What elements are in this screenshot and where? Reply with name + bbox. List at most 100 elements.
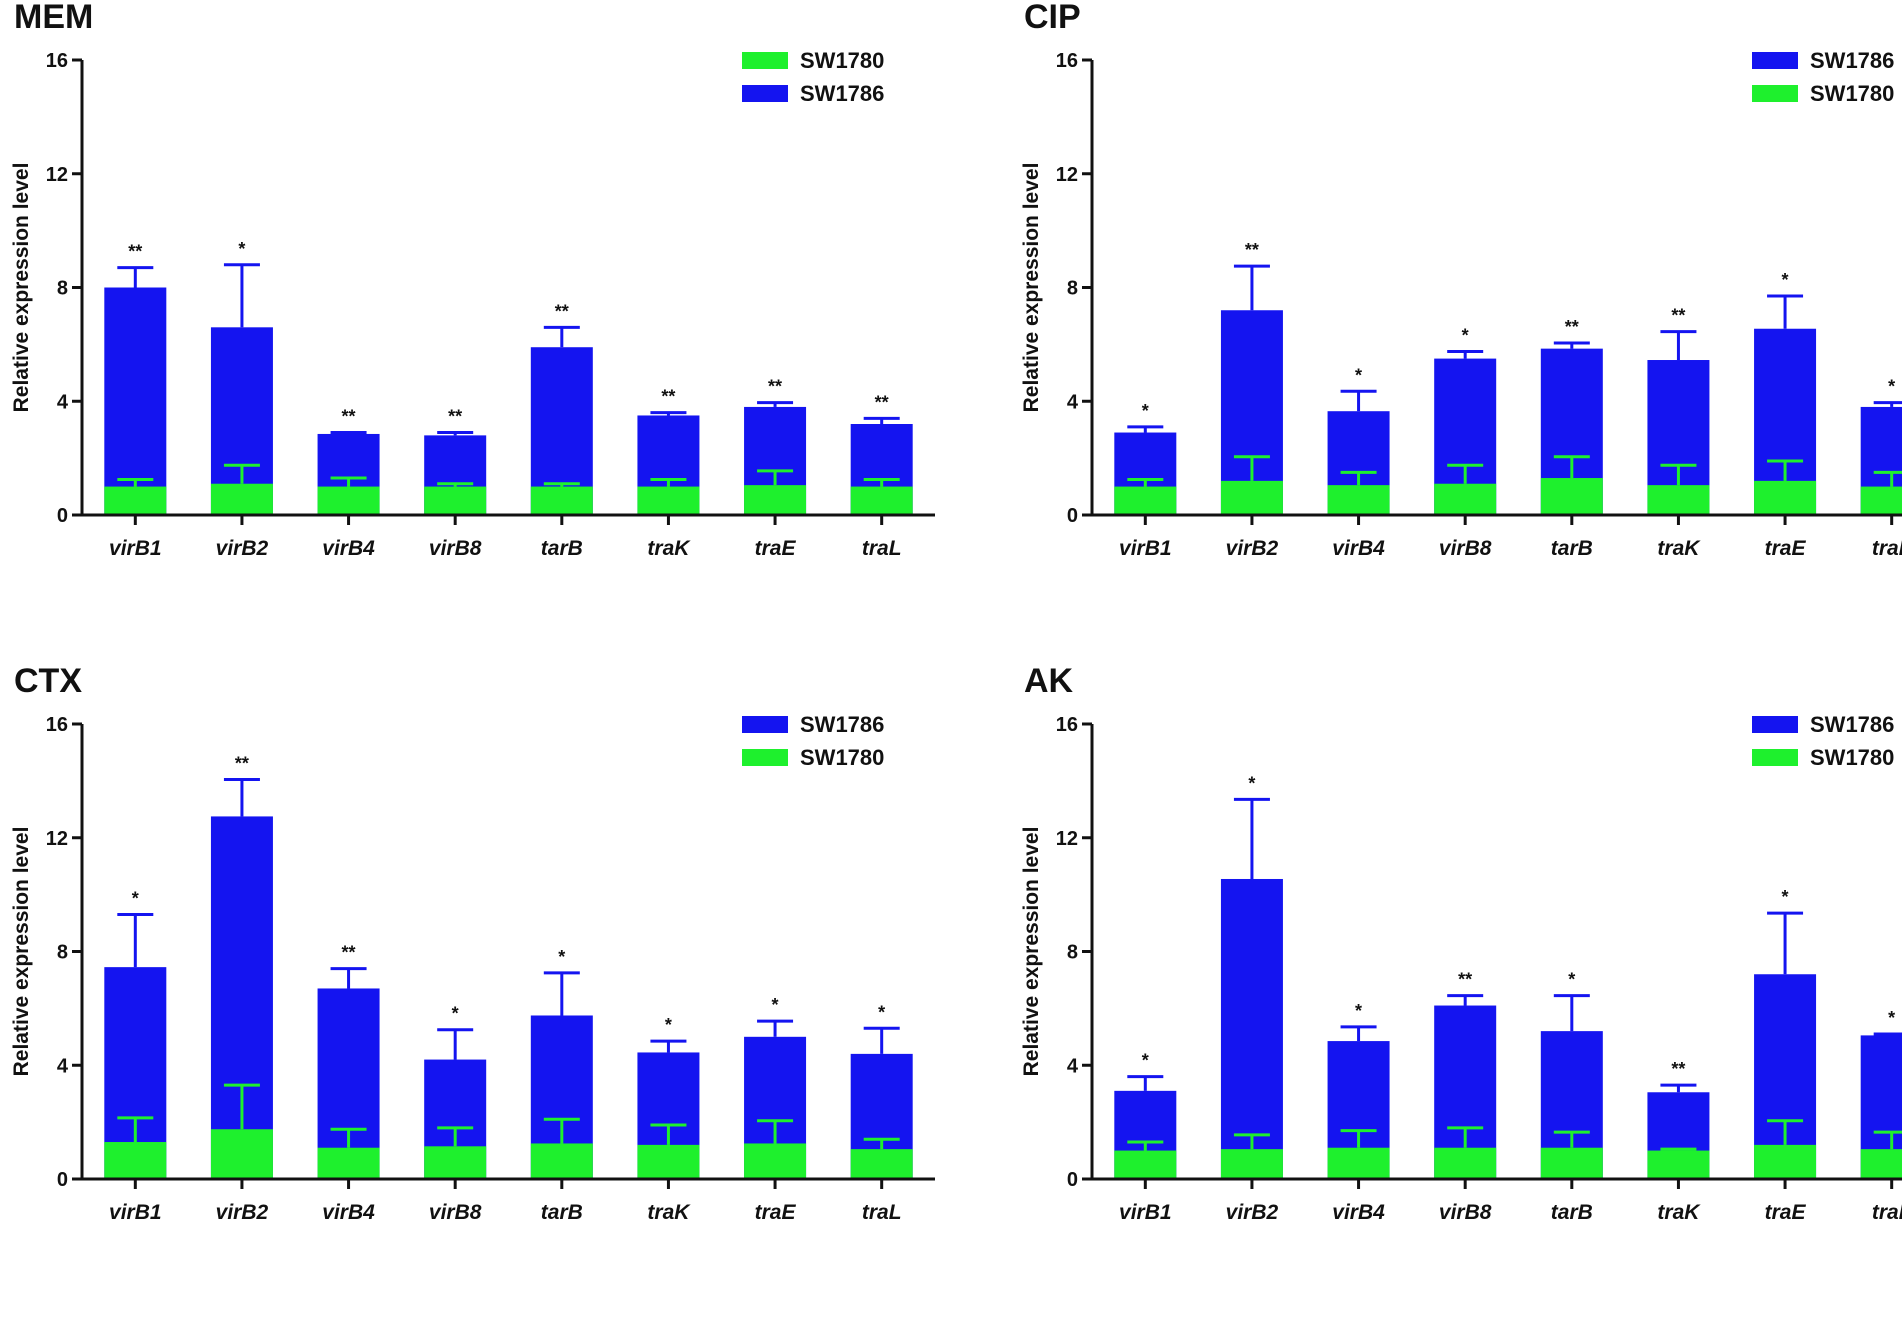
legend-swatch-sw1780 — [1752, 749, 1798, 766]
bar-sw1780-tarB — [1540, 478, 1603, 515]
y-tick-label: 0 — [1067, 505, 1078, 527]
x-tick-label: virB1 — [1119, 1201, 1172, 1224]
y-tick-label: 12 — [1056, 828, 1078, 850]
bar-sw1780-traK — [1647, 485, 1710, 515]
bar-sw1780-virB8 — [424, 1146, 487, 1179]
bar-sw1780-virB8 — [1434, 483, 1497, 515]
x-tick-label: traE — [755, 537, 797, 560]
y-tick-label: 8 — [57, 278, 68, 300]
x-tick-label: virB2 — [216, 1201, 269, 1224]
significance-marker: ** — [1565, 317, 1579, 337]
x-tick-label: traK — [1657, 1201, 1701, 1224]
significance-marker: * — [1355, 365, 1362, 385]
y-tick-label: 4 — [57, 1055, 69, 1077]
significance-marker: ** — [875, 392, 889, 412]
significance-marker: ** — [661, 387, 675, 407]
bar-sw1780-tarB — [1540, 1147, 1603, 1179]
significance-marker: ** — [1458, 970, 1472, 990]
x-tick-label: tarB — [541, 537, 583, 560]
chart-panel-ctx: CTX Relative expression level * ** ** * * * * * 0… — [0, 662, 951, 1328]
chart-svg: Relative expression level ** *** ****** ****… — [10, 48, 935, 560]
bar-sw1780-traE — [744, 1143, 807, 1179]
significance-marker: * — [238, 239, 245, 259]
x-tick-label: traK — [647, 1201, 691, 1224]
y-axis-label: Relative expression level — [1020, 163, 1043, 413]
y-tick-label: 12 — [46, 164, 68, 186]
legend-label: SW1786 — [1810, 48, 1894, 73]
x-tick-label: traL — [1872, 537, 1902, 560]
bar-sw1780-virB8 — [1434, 1147, 1497, 1179]
x-tick-label: traL — [862, 1201, 902, 1224]
x-tick-label: virB8 — [1439, 537, 1492, 560]
significance-marker: ** — [128, 242, 142, 262]
bar-sw1780-virB1 — [104, 486, 167, 515]
y-tick-label: 0 — [57, 505, 68, 527]
significance-marker: * — [1248, 773, 1255, 793]
legend-swatch-sw1786 — [1752, 52, 1798, 69]
x-tick-label: traE — [1765, 1201, 1807, 1224]
bar-sw1780-virB1 — [1114, 486, 1177, 515]
bar-sw1780-virB4 — [1327, 485, 1390, 515]
significance-marker: ** — [1245, 240, 1259, 260]
significance-marker: ** — [342, 943, 356, 963]
chart-svg: Relative expression level ***** ******0481… — [1020, 48, 1902, 560]
bar-sw1780-traK — [1647, 1150, 1710, 1179]
y-axis-label: Relative expression level — [10, 827, 33, 1077]
legend-label: SW1786 — [800, 712, 884, 737]
x-tick-label: virB4 — [322, 1201, 375, 1224]
legend-label: SW1786 — [800, 81, 884, 106]
chart-panel-cip: CIP Relative expression level * ** * * ** ** * *… — [1010, 0, 1902, 664]
x-tick-label: virB1 — [109, 1201, 162, 1224]
x-tick-label: tarB — [541, 1201, 583, 1224]
legend-swatch-sw1786 — [742, 85, 788, 102]
bar-sw1780-virB2 — [1220, 480, 1283, 515]
y-axis-label: Relative expression level — [1020, 827, 1043, 1077]
x-tick-label: virB8 — [429, 537, 482, 560]
y-tick-label: 8 — [57, 942, 68, 964]
bar-sw1780-virB2 — [1220, 1149, 1283, 1179]
bar-sw1780-tarB — [530, 486, 593, 515]
y-tick-label: 16 — [1056, 714, 1078, 736]
legend-label: SW1780 — [800, 48, 884, 73]
significance-marker: * — [1782, 887, 1789, 907]
x-tick-label: traE — [1765, 537, 1807, 560]
x-tick-label: virB8 — [429, 1201, 482, 1224]
significance-marker: * — [772, 995, 779, 1015]
bar-sw1780-virB2 — [210, 483, 273, 515]
significance-marker: * — [1782, 270, 1789, 290]
y-tick-label: 16 — [1056, 50, 1078, 72]
significance-marker: ** — [235, 753, 249, 773]
bar-sw1780-virB4 — [317, 1147, 380, 1179]
panel-title: CTX — [14, 662, 82, 700]
significance-marker: * — [878, 1002, 885, 1022]
y-tick-label: 12 — [1056, 164, 1078, 186]
significance-marker: ** — [1671, 306, 1685, 326]
chart-svg: Relative expression level**********04812… — [10, 712, 935, 1224]
bar-sw1780-traL — [1860, 1149, 1902, 1179]
x-tick-label: virB4 — [1332, 1201, 1385, 1224]
bar-sw1780-traK — [637, 1144, 700, 1179]
significance-marker: * — [1568, 970, 1575, 990]
bar-sw1786-virB1 — [104, 287, 167, 515]
y-tick-label: 8 — [1067, 278, 1078, 300]
bar-sw1780-traE — [1754, 1144, 1817, 1179]
significance-marker: ** — [768, 377, 782, 397]
x-tick-label: virB2 — [1226, 1201, 1279, 1224]
x-tick-label: traE — [755, 1201, 797, 1224]
legend-label: SW1780 — [1810, 81, 1894, 106]
y-tick-label: 0 — [1067, 1169, 1078, 1191]
significance-marker: ** — [448, 407, 462, 427]
x-tick-label: virB4 — [322, 537, 375, 560]
x-tick-label: traK — [1657, 537, 1701, 560]
x-tick-label: traL — [1872, 1201, 1902, 1224]
legend-swatch-sw1786 — [742, 716, 788, 733]
significance-marker: ** — [555, 301, 569, 321]
legend-swatch-sw1780 — [1752, 85, 1798, 102]
y-tick-label: 4 — [1067, 391, 1079, 413]
y-tick-label: 0 — [57, 1169, 68, 1191]
significance-marker: * — [1355, 1001, 1362, 1021]
bar-sw1780-virB1 — [104, 1142, 167, 1179]
bar-sw1780-virB2 — [210, 1129, 273, 1179]
significance-marker: * — [1888, 1008, 1895, 1028]
significance-marker: * — [665, 1015, 672, 1035]
